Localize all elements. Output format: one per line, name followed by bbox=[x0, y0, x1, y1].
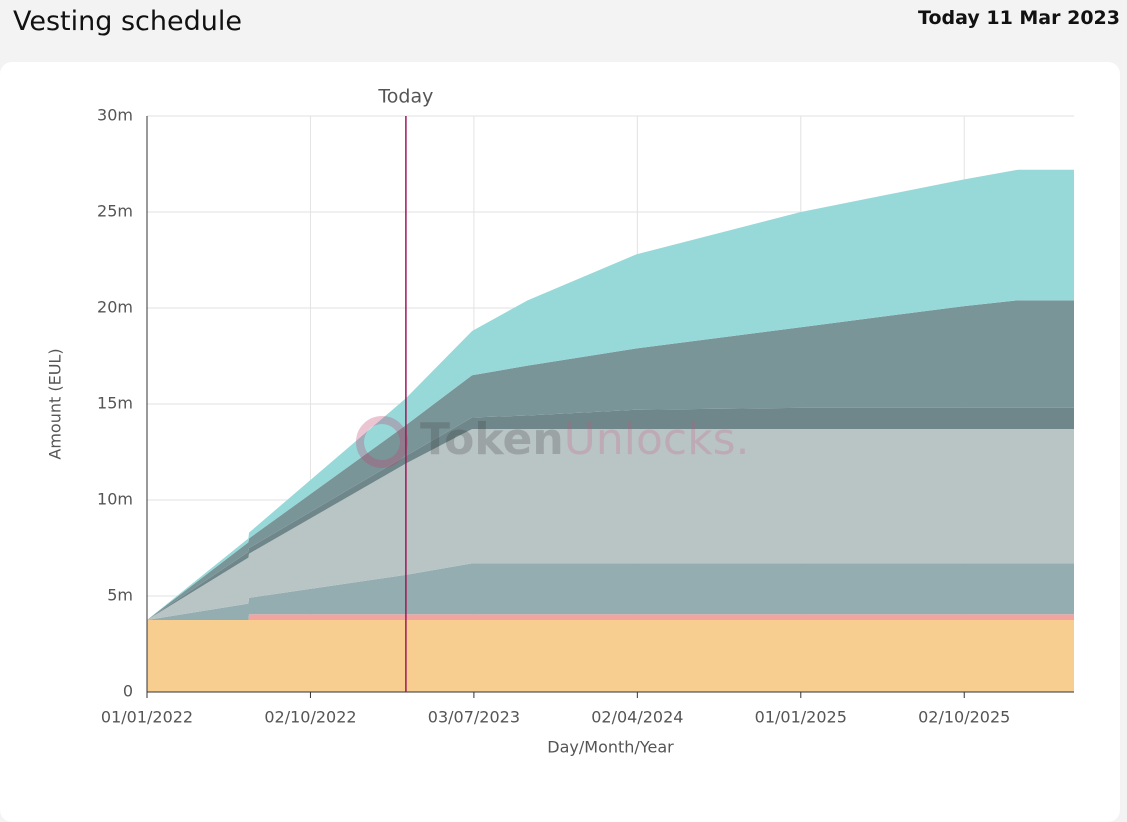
watermark-logo bbox=[356, 416, 408, 468]
y-tick-label: 15m bbox=[97, 394, 133, 413]
y-tick-label: 20m bbox=[97, 298, 133, 317]
y-tick-label: 30m bbox=[97, 106, 133, 125]
x-tick-label: 02/10/2025 bbox=[918, 708, 1010, 727]
area-layer bbox=[147, 428, 1074, 620]
watermark-part: Unlocks. bbox=[564, 414, 750, 465]
area-layer bbox=[147, 563, 1074, 620]
y-tick-label: 10m bbox=[97, 490, 133, 509]
x-tick-label: 02/04/2024 bbox=[591, 708, 683, 727]
watermark-part: Token bbox=[420, 414, 564, 465]
x-axis-label: Day/Month/Year bbox=[547, 738, 674, 757]
x-tick-label: 01/01/2025 bbox=[755, 708, 847, 727]
y-axis-label: Amount (EUL) bbox=[46, 348, 65, 459]
x-tick-label: 03/07/2023 bbox=[428, 708, 520, 727]
area-layer bbox=[147, 169, 1074, 620]
y-tick-label: 5m bbox=[107, 586, 133, 605]
x-tick-label: 01/01/2022 bbox=[101, 708, 193, 727]
y-tick-label: 0 bbox=[123, 682, 133, 701]
area-layer bbox=[147, 300, 1074, 620]
x-tick-label: 02/10/2022 bbox=[264, 708, 356, 727]
area-layer bbox=[147, 620, 1074, 692]
y-tick-label: 25m bbox=[97, 202, 133, 221]
page-title: Vesting schedule bbox=[13, 6, 242, 37]
today-date: Today 11 Mar 2023 bbox=[918, 7, 1120, 29]
today-label: Today bbox=[377, 86, 433, 108]
watermark: TokenUnlocks. bbox=[420, 414, 749, 465]
area-layer bbox=[147, 614, 1074, 620]
